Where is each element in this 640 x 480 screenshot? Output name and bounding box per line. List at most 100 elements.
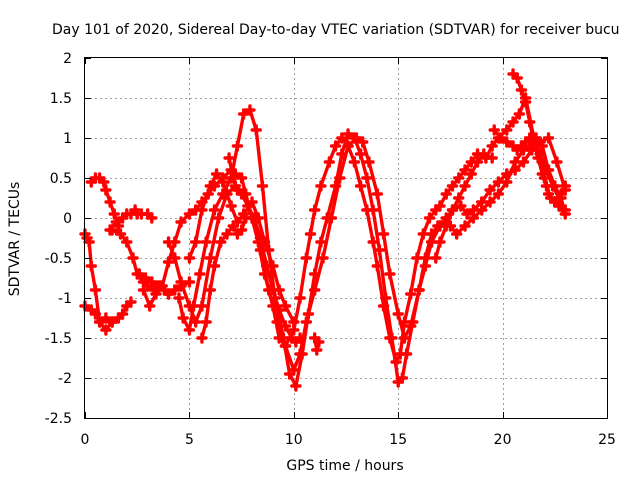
data-point-marker (248, 212, 260, 224)
data-point-marker (371, 188, 384, 200)
data-point-marker (267, 284, 279, 296)
data-point-marker (542, 132, 555, 144)
data-point-marker (290, 380, 302, 392)
plot-frame (84, 57, 608, 419)
data-point-marker (189, 316, 202, 328)
data-point-marker (187, 300, 200, 312)
data-point-marker (373, 244, 386, 256)
data-point-marker (317, 252, 329, 264)
data-point-marker (532, 152, 544, 164)
data-point-marker (144, 300, 156, 312)
data-point-marker (169, 252, 181, 264)
y-tick-label: 2 (63, 51, 72, 67)
data-point-marker (100, 184, 112, 196)
data-point-marker (121, 236, 133, 248)
data-point-marker (323, 156, 335, 168)
data-point-marker (250, 124, 262, 136)
x-tick-label: 5 (185, 432, 194, 448)
data-point-marker (225, 200, 237, 212)
data-point-marker (223, 152, 235, 164)
data-point-marker (283, 368, 296, 380)
data-point-marker (540, 180, 553, 192)
data-point-marker (177, 312, 189, 324)
data-point-marker (196, 204, 208, 216)
data-point-marker (515, 84, 528, 96)
data-point-marker (106, 224, 118, 236)
data-point-marker (434, 236, 446, 248)
data-point-marker (175, 216, 187, 228)
data-point-marker (367, 236, 379, 248)
data-point-marker (440, 220, 452, 232)
data-point-marker (204, 180, 216, 192)
data-point-marker (446, 204, 459, 216)
data-point-marker (396, 372, 409, 384)
data-point-marker (260, 260, 273, 272)
data-point-marker (434, 200, 446, 212)
data-point-marker (348, 156, 361, 168)
y-tick-labels: -2.5 -2 -1.5 -1 -0.5 0 0.5 1 1.5 2 (45, 51, 72, 427)
data-point-marker (486, 140, 498, 152)
data-point-marker (484, 184, 496, 196)
data-point-marker (467, 212, 480, 224)
series-line (434, 152, 494, 260)
data-point-marker (304, 228, 317, 240)
data-point-marker (254, 232, 267, 244)
data-point-marker (279, 300, 292, 312)
data-point-marker (244, 104, 256, 116)
data-point-marker (363, 156, 375, 168)
data-point-marker (357, 136, 369, 148)
data-point-marker (507, 116, 519, 128)
data-point-marker (139, 272, 152, 284)
data-point-marker (296, 348, 308, 360)
data-point-marker (342, 128, 354, 140)
data-point-marker (227, 220, 239, 232)
data-point-marker (156, 280, 168, 292)
data-point-marker (200, 236, 212, 248)
data-point-marker (336, 148, 348, 160)
data-point-marker (513, 108, 526, 120)
data-point-marker (509, 156, 521, 168)
data-point-marker (221, 228, 233, 240)
data-point-marker (235, 188, 248, 200)
y-tick-label: -2.5 (45, 411, 72, 427)
data-point-marker (294, 292, 306, 304)
data-point-marker (183, 252, 196, 264)
data-point-marker (183, 324, 196, 336)
data-point-marker (354, 180, 367, 192)
data-point-marker (302, 308, 315, 320)
data-point-marker (127, 252, 139, 264)
data-point-marker (551, 156, 563, 168)
data-point-marker (471, 156, 484, 168)
data-point-marker (486, 152, 498, 164)
x-tick-label: 10 (285, 432, 303, 448)
data-point-marker (446, 180, 459, 192)
data-point-marker (308, 268, 321, 280)
data-point-marker (367, 204, 379, 216)
data-point-marker (85, 260, 97, 272)
data-point-marker (528, 136, 540, 148)
data-point-marker (315, 180, 327, 192)
data-point-marker (208, 260, 221, 272)
data-point-marker (273, 304, 285, 316)
data-point-marker (494, 132, 507, 144)
data-point-marker (231, 140, 244, 152)
series-line (83, 300, 133, 324)
data-point-marker (196, 332, 208, 344)
y-tick-label: -0.5 (45, 251, 72, 267)
data-point-marker (133, 268, 145, 280)
series-line (200, 216, 248, 340)
data-point-marker (116, 308, 129, 320)
data-point-marker (308, 204, 321, 216)
data-point-marker (392, 308, 404, 320)
data-point-marker (162, 288, 175, 300)
y-tick-label: -1.5 (45, 331, 72, 347)
x-tick-label: 25 (598, 432, 616, 448)
data-point-marker (215, 236, 227, 248)
data-point-marker (162, 236, 175, 248)
data-point-marker (501, 176, 513, 188)
data-point-marker (183, 208, 196, 220)
data-point-marker (162, 256, 175, 268)
y-tick-label: 1 (63, 131, 72, 147)
data-point-marker (511, 72, 523, 84)
